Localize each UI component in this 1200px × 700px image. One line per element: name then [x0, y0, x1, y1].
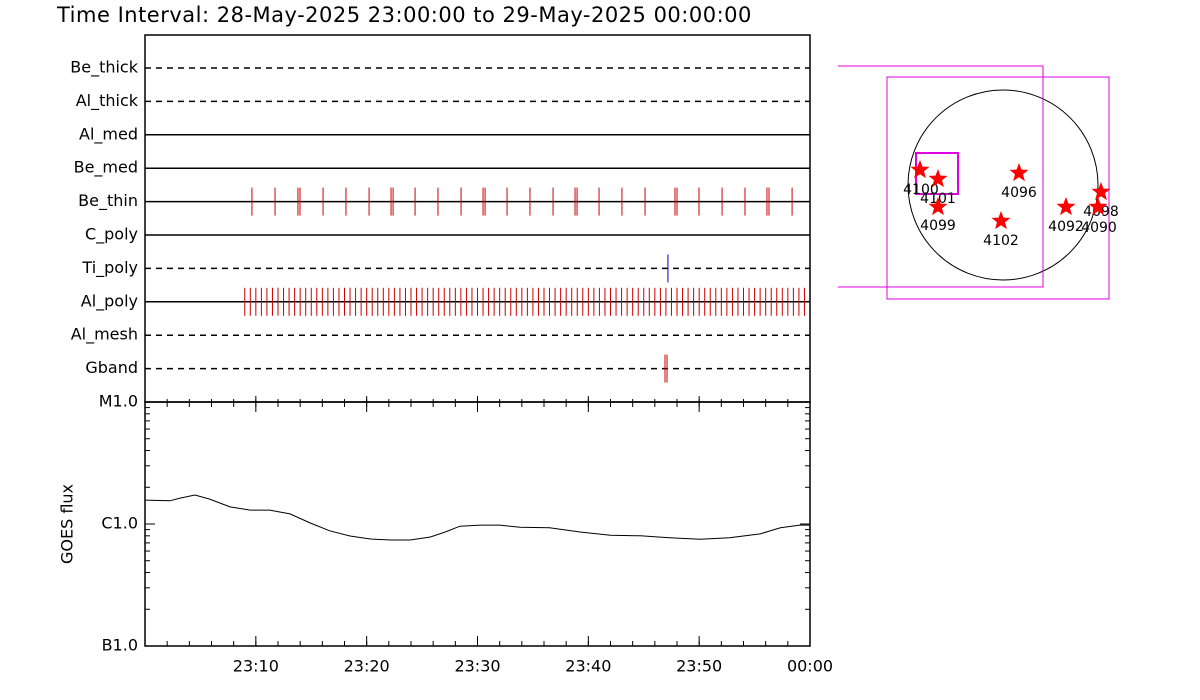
region-star	[928, 169, 948, 188]
region-star	[1088, 197, 1108, 216]
fov-box	[838, 65, 1044, 288]
filter-label: Al_mesh	[71, 325, 138, 345]
region-star	[1091, 182, 1111, 201]
x-tick-label: 00:00	[787, 657, 833, 676]
x-tick-label: 23:30	[454, 657, 500, 676]
filter-label: Be_thin	[78, 191, 138, 211]
goes-flux-line	[144, 494, 810, 541]
goes-frame	[144, 401, 811, 647]
region-label: 4102	[983, 233, 1019, 249]
region-label: 4096	[1001, 185, 1037, 201]
region-label: 4099	[920, 218, 956, 234]
region-star	[991, 211, 1011, 230]
fov-box	[886, 76, 1110, 300]
filter-label: Ti_poly	[81, 258, 138, 278]
chart-title: Time Interval: 28-May-2025 23:00:00 to 2…	[56, 3, 752, 27]
region-label: 4100	[903, 182, 939, 198]
filter-label: Be_thick	[70, 58, 138, 78]
solar-disk	[907, 89, 1099, 281]
timeline-frame	[144, 34, 811, 403]
x-tick-label: 23:50	[676, 657, 722, 676]
y-axis-label: GOES flux	[58, 484, 77, 564]
filter-label: Be_med	[74, 158, 138, 178]
filter-label: Al_poly	[81, 291, 138, 311]
filter-label: C_poly	[85, 225, 138, 245]
filter-label: Gband	[85, 358, 138, 377]
y-tick-label: M1.0	[99, 392, 138, 411]
filter-label: Al_med	[79, 124, 138, 144]
x-tick-label: 23:10	[233, 657, 279, 676]
region-star	[1009, 163, 1029, 182]
y-tick-label: C1.0	[101, 514, 138, 533]
filter-label: Al_thick	[76, 91, 139, 111]
region-label: 4092	[1048, 219, 1084, 235]
region-star	[1056, 197, 1076, 216]
region-star	[910, 160, 930, 179]
region-star	[928, 197, 948, 216]
x-tick-label: 23:20	[344, 657, 390, 676]
y-tick-label: B1.0	[102, 636, 138, 655]
region-label: 4090	[1081, 220, 1117, 236]
x-tick-label: 23:40	[565, 657, 611, 676]
